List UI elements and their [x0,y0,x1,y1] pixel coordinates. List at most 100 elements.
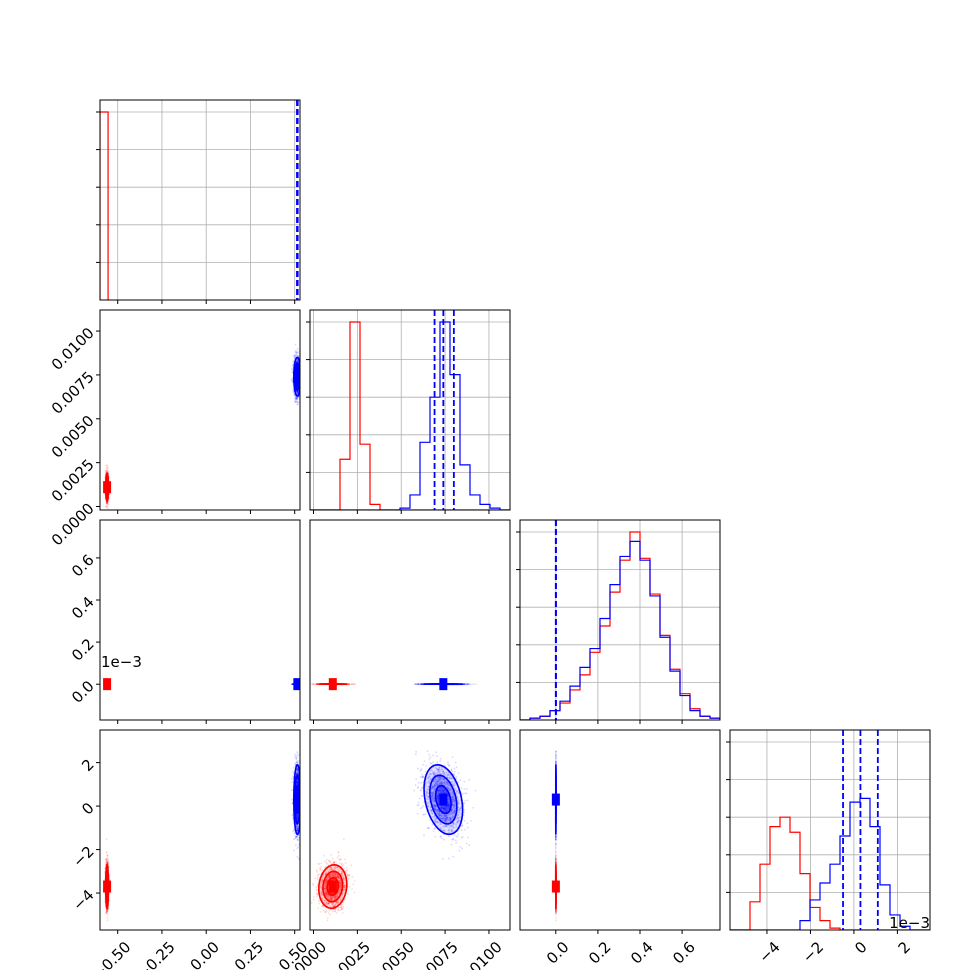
scatter-point [291,364,294,367]
scatter-point [292,391,294,393]
tick-label-y: 0.0000 [48,499,98,549]
panel-content [310,310,510,510]
scatter-point [105,466,108,469]
scatter-point [296,360,299,363]
scatter-point [296,385,299,388]
scatter-point [104,470,107,473]
scatter-point [291,367,293,370]
scatter-point [295,397,298,400]
density-peak [103,678,112,691]
scatter-point [296,365,298,368]
scatter-point [293,355,296,358]
scatter-point [296,392,299,394]
scatter-point [297,355,300,357]
scatter-point [294,351,297,353]
scatter-point [291,379,293,382]
scatter-point [296,384,299,387]
scatter-point [291,371,294,374]
scatter-point [296,360,299,363]
histogram-blue [310,321,510,510]
scatter-point [296,391,299,394]
scatter-point [296,365,299,368]
scatter-point [295,351,298,353]
scatter-point [105,501,108,504]
scatter-point [296,397,298,400]
scatter-point [295,396,298,399]
panel-content [103,343,303,510]
scatter-point [105,501,108,504]
scatter-point [296,360,299,362]
scatter-point [106,502,109,504]
scatter-point [301,361,303,363]
scatter-point [297,401,300,404]
tick-label-y: 0.0050 [48,412,98,462]
scatter-point [296,366,299,369]
scatter-point [296,385,299,388]
scatter-point [296,391,298,394]
scatter-point [294,399,297,402]
scatter-point [296,403,299,406]
scatter-point [292,354,295,357]
scatter-point [106,501,109,504]
scatter-point [301,381,303,383]
scatter-point [294,343,297,346]
scatter-point [295,401,298,404]
panel-content [103,678,303,691]
scatter-point [105,469,107,472]
scatter-point [106,465,109,468]
scatter-point [301,683,303,685]
scatter-point [106,502,108,504]
panel-frame [99,309,301,511]
scatter-point [291,379,294,381]
scatter-point [105,501,108,504]
scatter-point [298,396,300,399]
scatter-point [296,365,299,368]
scatter-point [301,683,303,685]
scatter-point [295,397,298,399]
scatter-point [296,348,299,350]
scatter-point [107,467,110,470]
scatter-point [294,353,297,356]
panel-0-0 [96,99,301,304]
scatter-point [296,366,298,369]
panel-2-0: 0.00.20.40.6 [68,519,303,724]
scatter-point [296,354,299,357]
scatter-point [293,355,296,357]
scatter-point [301,363,303,365]
panel-1-1 [306,309,511,514]
scatter-point [294,400,297,403]
scatter-point [300,359,302,361]
scatter-point [105,469,108,472]
scatter-point [107,470,110,473]
scatter-point [301,384,303,386]
scatter-point [296,390,299,393]
scatter-point [296,366,298,369]
scatter-point [301,683,303,685]
scatter-point [105,505,108,508]
scatter-point [301,380,303,382]
scatter-point [295,360,298,363]
scatter-point [293,393,295,396]
scatter-point [105,506,108,508]
scatter-point [291,683,293,685]
scatter-point [296,398,299,401]
scatter-point [301,363,303,365]
scatter-point [296,366,299,369]
scatter-point [296,392,299,395]
scatter-point [297,390,299,393]
scatter-point [292,388,294,391]
scatter-point [296,390,299,393]
scatter-point [293,393,296,396]
scatter-point [296,366,299,368]
scatter-point [296,385,299,388]
scatter-point [301,683,303,685]
scatter-point [296,397,299,399]
scatter-point [294,398,297,400]
scatter-point [301,392,303,394]
scatter-point [105,467,108,469]
scatter-point [296,351,299,354]
scatter-point [295,396,298,399]
scatter-point [293,359,295,362]
scatter-point [296,384,299,387]
